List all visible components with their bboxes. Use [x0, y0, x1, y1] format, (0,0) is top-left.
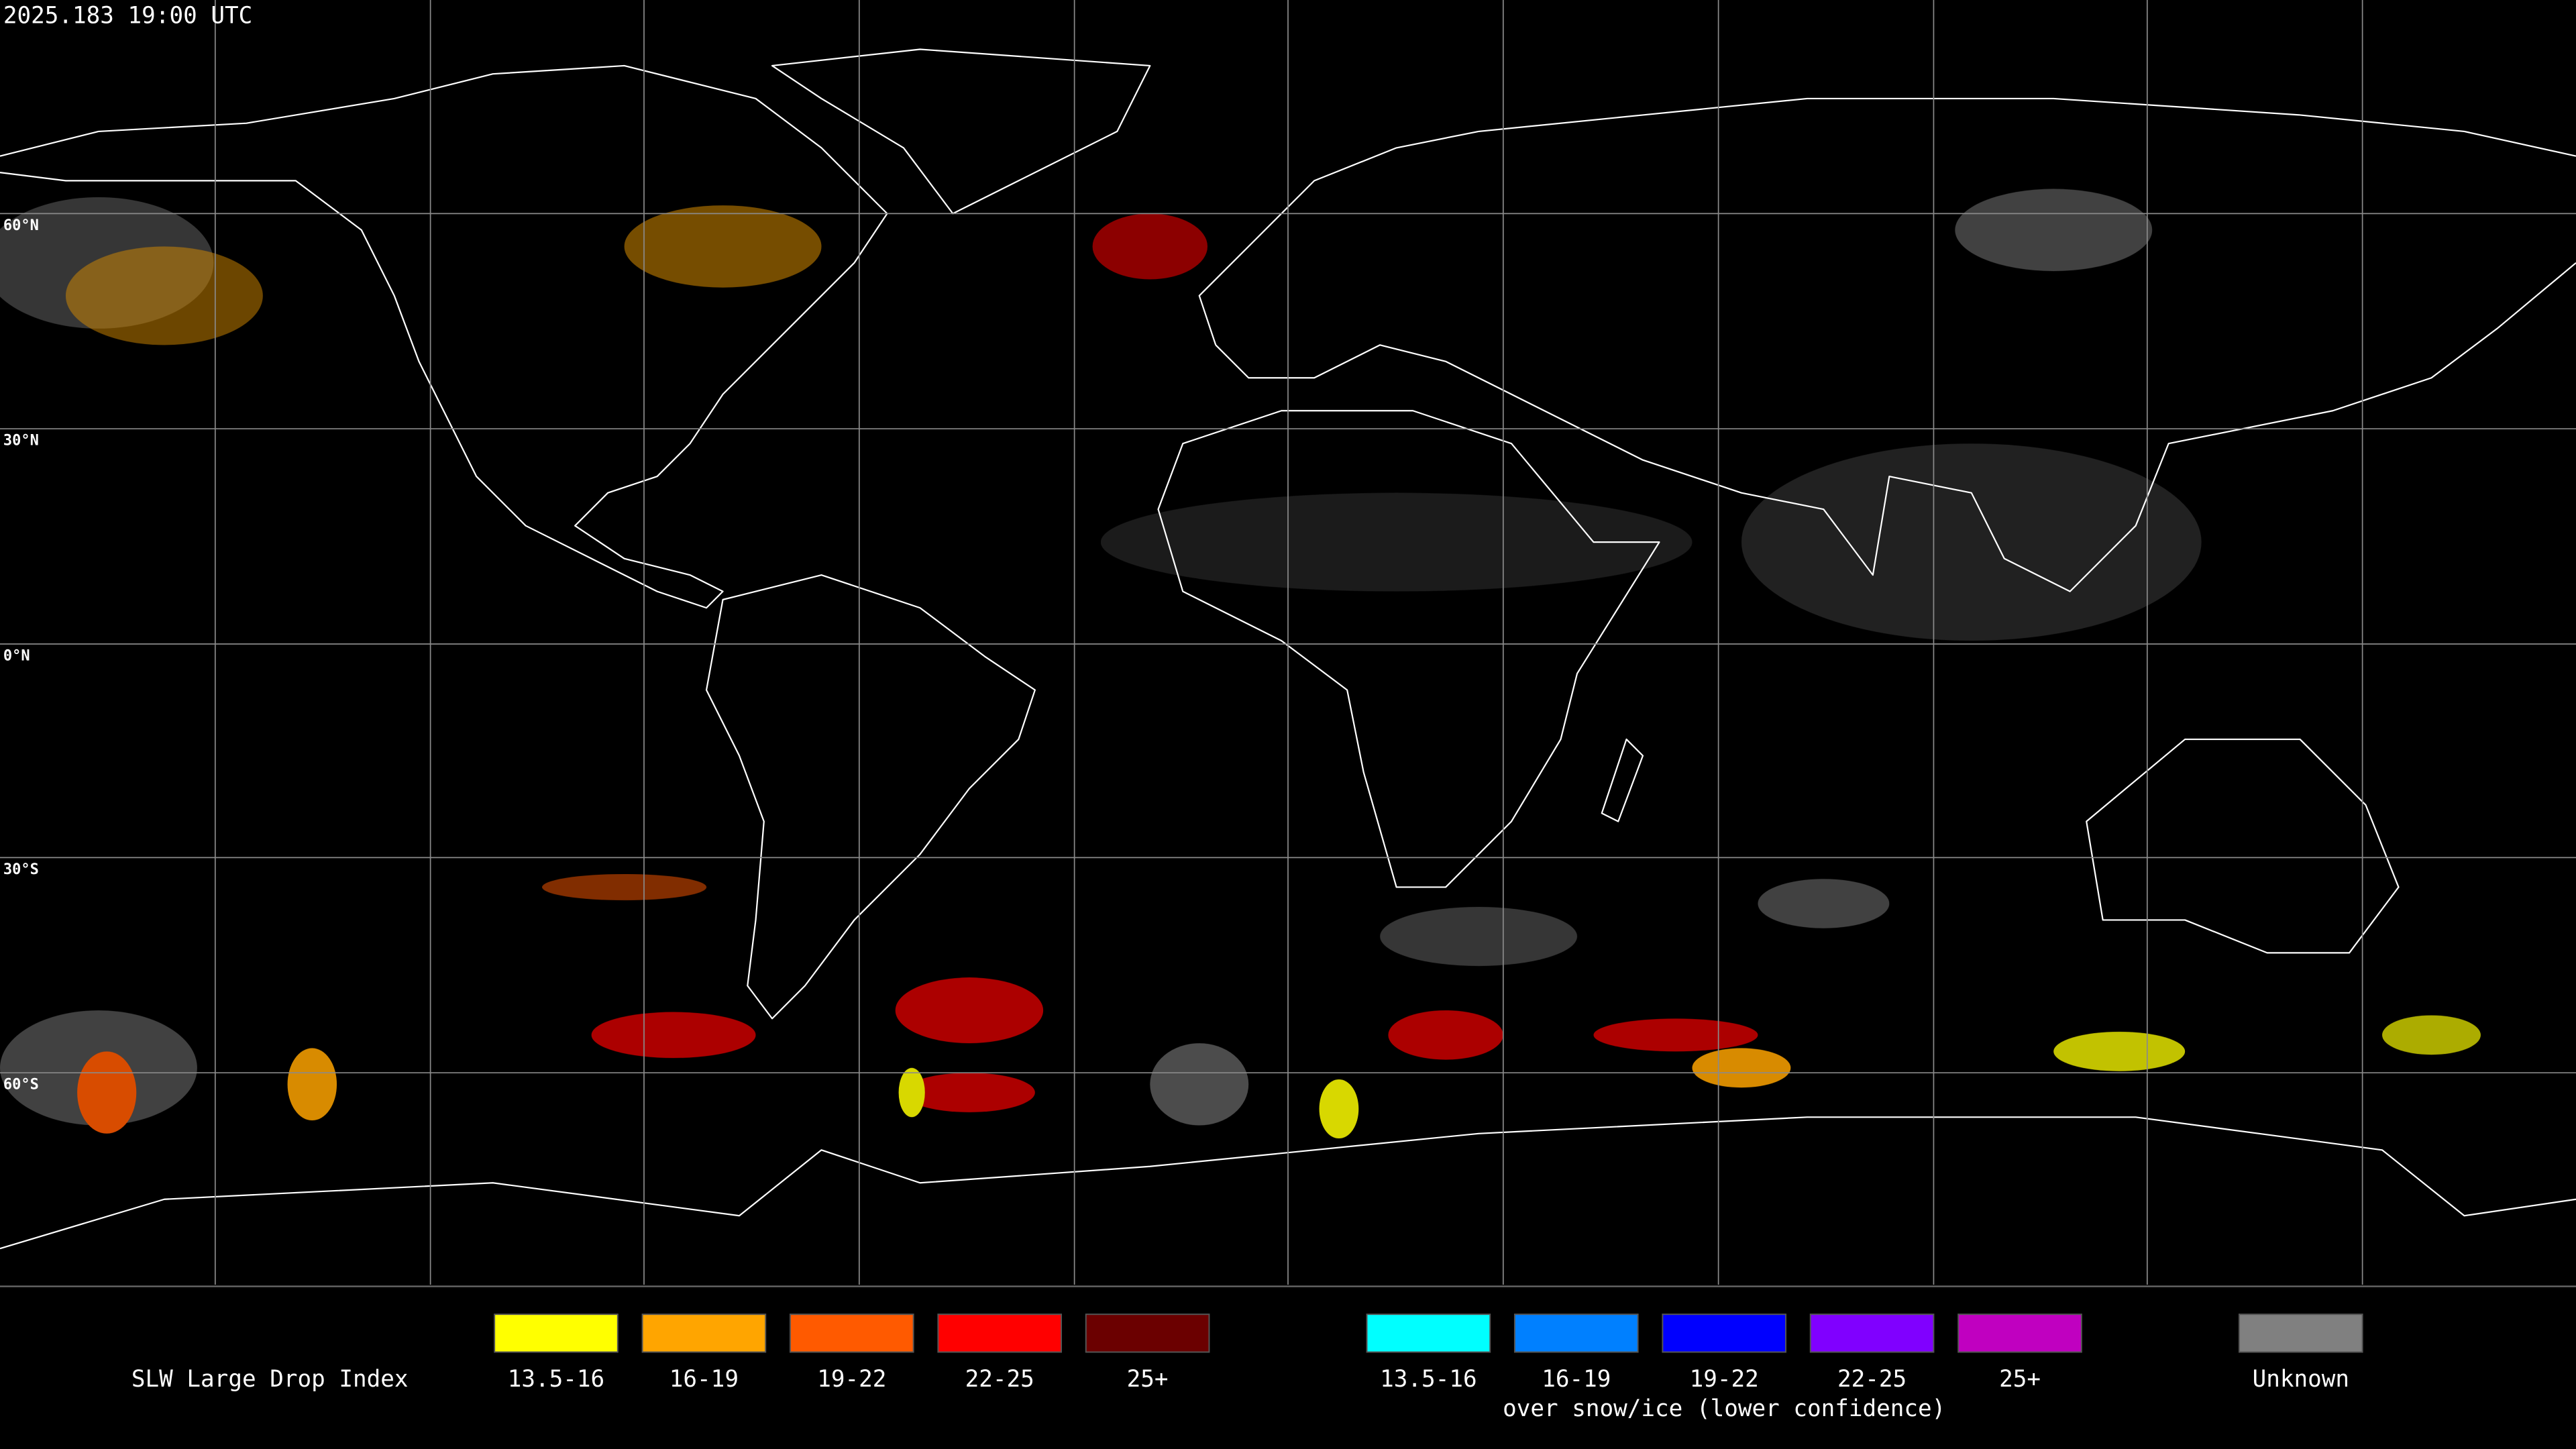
legend-label: Unknown — [2253, 1366, 2349, 1393]
legend-label: 22-25 — [965, 1366, 1034, 1393]
cloud-area — [895, 977, 1044, 1044]
latitude-label: 0°N — [3, 647, 30, 664]
timestamp: 2025.183 19:00 UTC — [3, 2, 252, 29]
south-america-coast — [705, 574, 1036, 1020]
legend-swatch — [1809, 1313, 1935, 1353]
legend-swatch — [937, 1313, 1063, 1353]
legend-label: 22-25 — [1837, 1366, 1907, 1393]
legend-label: 16-19 — [669, 1366, 739, 1393]
legend-label: 13.5-16 — [1380, 1366, 1477, 1393]
legend-swatch — [789, 1313, 914, 1353]
coastlines — [0, 48, 2576, 1250]
legend-label: 25+ — [1127, 1366, 1169, 1393]
madagascar-coast — [1601, 738, 1644, 822]
unknown-area — [1100, 492, 1693, 592]
unknown-area — [1955, 189, 2153, 272]
latitude-label: 30°S — [3, 861, 39, 878]
cloud-area — [542, 873, 707, 901]
cloud-area — [1388, 1010, 1503, 1060]
cloud-area — [1319, 1079, 1359, 1139]
legend-swatch — [1513, 1313, 1639, 1353]
cloud-area — [287, 1048, 337, 1121]
australia-coast — [2086, 738, 2400, 954]
africa-coast — [1157, 410, 1660, 888]
cloud-area — [2053, 1031, 2186, 1071]
antarctica-coast — [0, 1116, 2576, 1250]
legend-label: 25+ — [1999, 1366, 2041, 1393]
legend-swatch — [494, 1313, 619, 1353]
cloud-area — [591, 1012, 756, 1059]
cloud-area — [1593, 1018, 1758, 1052]
latitude-label: 30°N — [3, 433, 39, 449]
legend-swatch — [1957, 1313, 2082, 1353]
unknown-area — [1741, 443, 2202, 641]
legend-swatch — [641, 1313, 767, 1353]
eurasia-coast — [1198, 97, 2576, 592]
cloud-areas — [0, 189, 2481, 1139]
unknown-area — [1758, 879, 1890, 928]
latitude-label: 60°S — [3, 1077, 39, 1093]
legend-label: 19-22 — [817, 1366, 886, 1393]
latitude-label: 60°N — [3, 217, 39, 234]
legend-swatch — [1366, 1313, 1491, 1353]
graticule — [0, 0, 2576, 1285]
cloud-area — [624, 205, 822, 288]
unknown-area — [0, 197, 214, 329]
legend-label: 13.5-16 — [508, 1366, 604, 1393]
cloud-area — [903, 1073, 1035, 1112]
unknown-area — [1380, 906, 1578, 966]
legend-swatch — [1085, 1313, 1210, 1353]
cloud-area — [1092, 213, 1208, 280]
north-america-coast — [0, 64, 888, 609]
cloud-area — [77, 1051, 137, 1134]
cloud-area — [898, 1067, 925, 1118]
cloud-area — [1692, 1048, 1791, 1088]
cloud-area — [2382, 1015, 2481, 1055]
legend-title: SLW Large Drop Index — [131, 1366, 409, 1393]
greenland-coast — [771, 48, 1151, 215]
cloud-area — [65, 246, 263, 345]
unknown-area — [1150, 1043, 1249, 1126]
legend-label: 19-22 — [1690, 1366, 1759, 1393]
legend-note: over snow/ice (lower confidence) — [1503, 1395, 1945, 1422]
legend-swatch — [2238, 1313, 2363, 1353]
legend-label: 16-19 — [1542, 1366, 1611, 1393]
legend-swatch — [1662, 1313, 1787, 1353]
